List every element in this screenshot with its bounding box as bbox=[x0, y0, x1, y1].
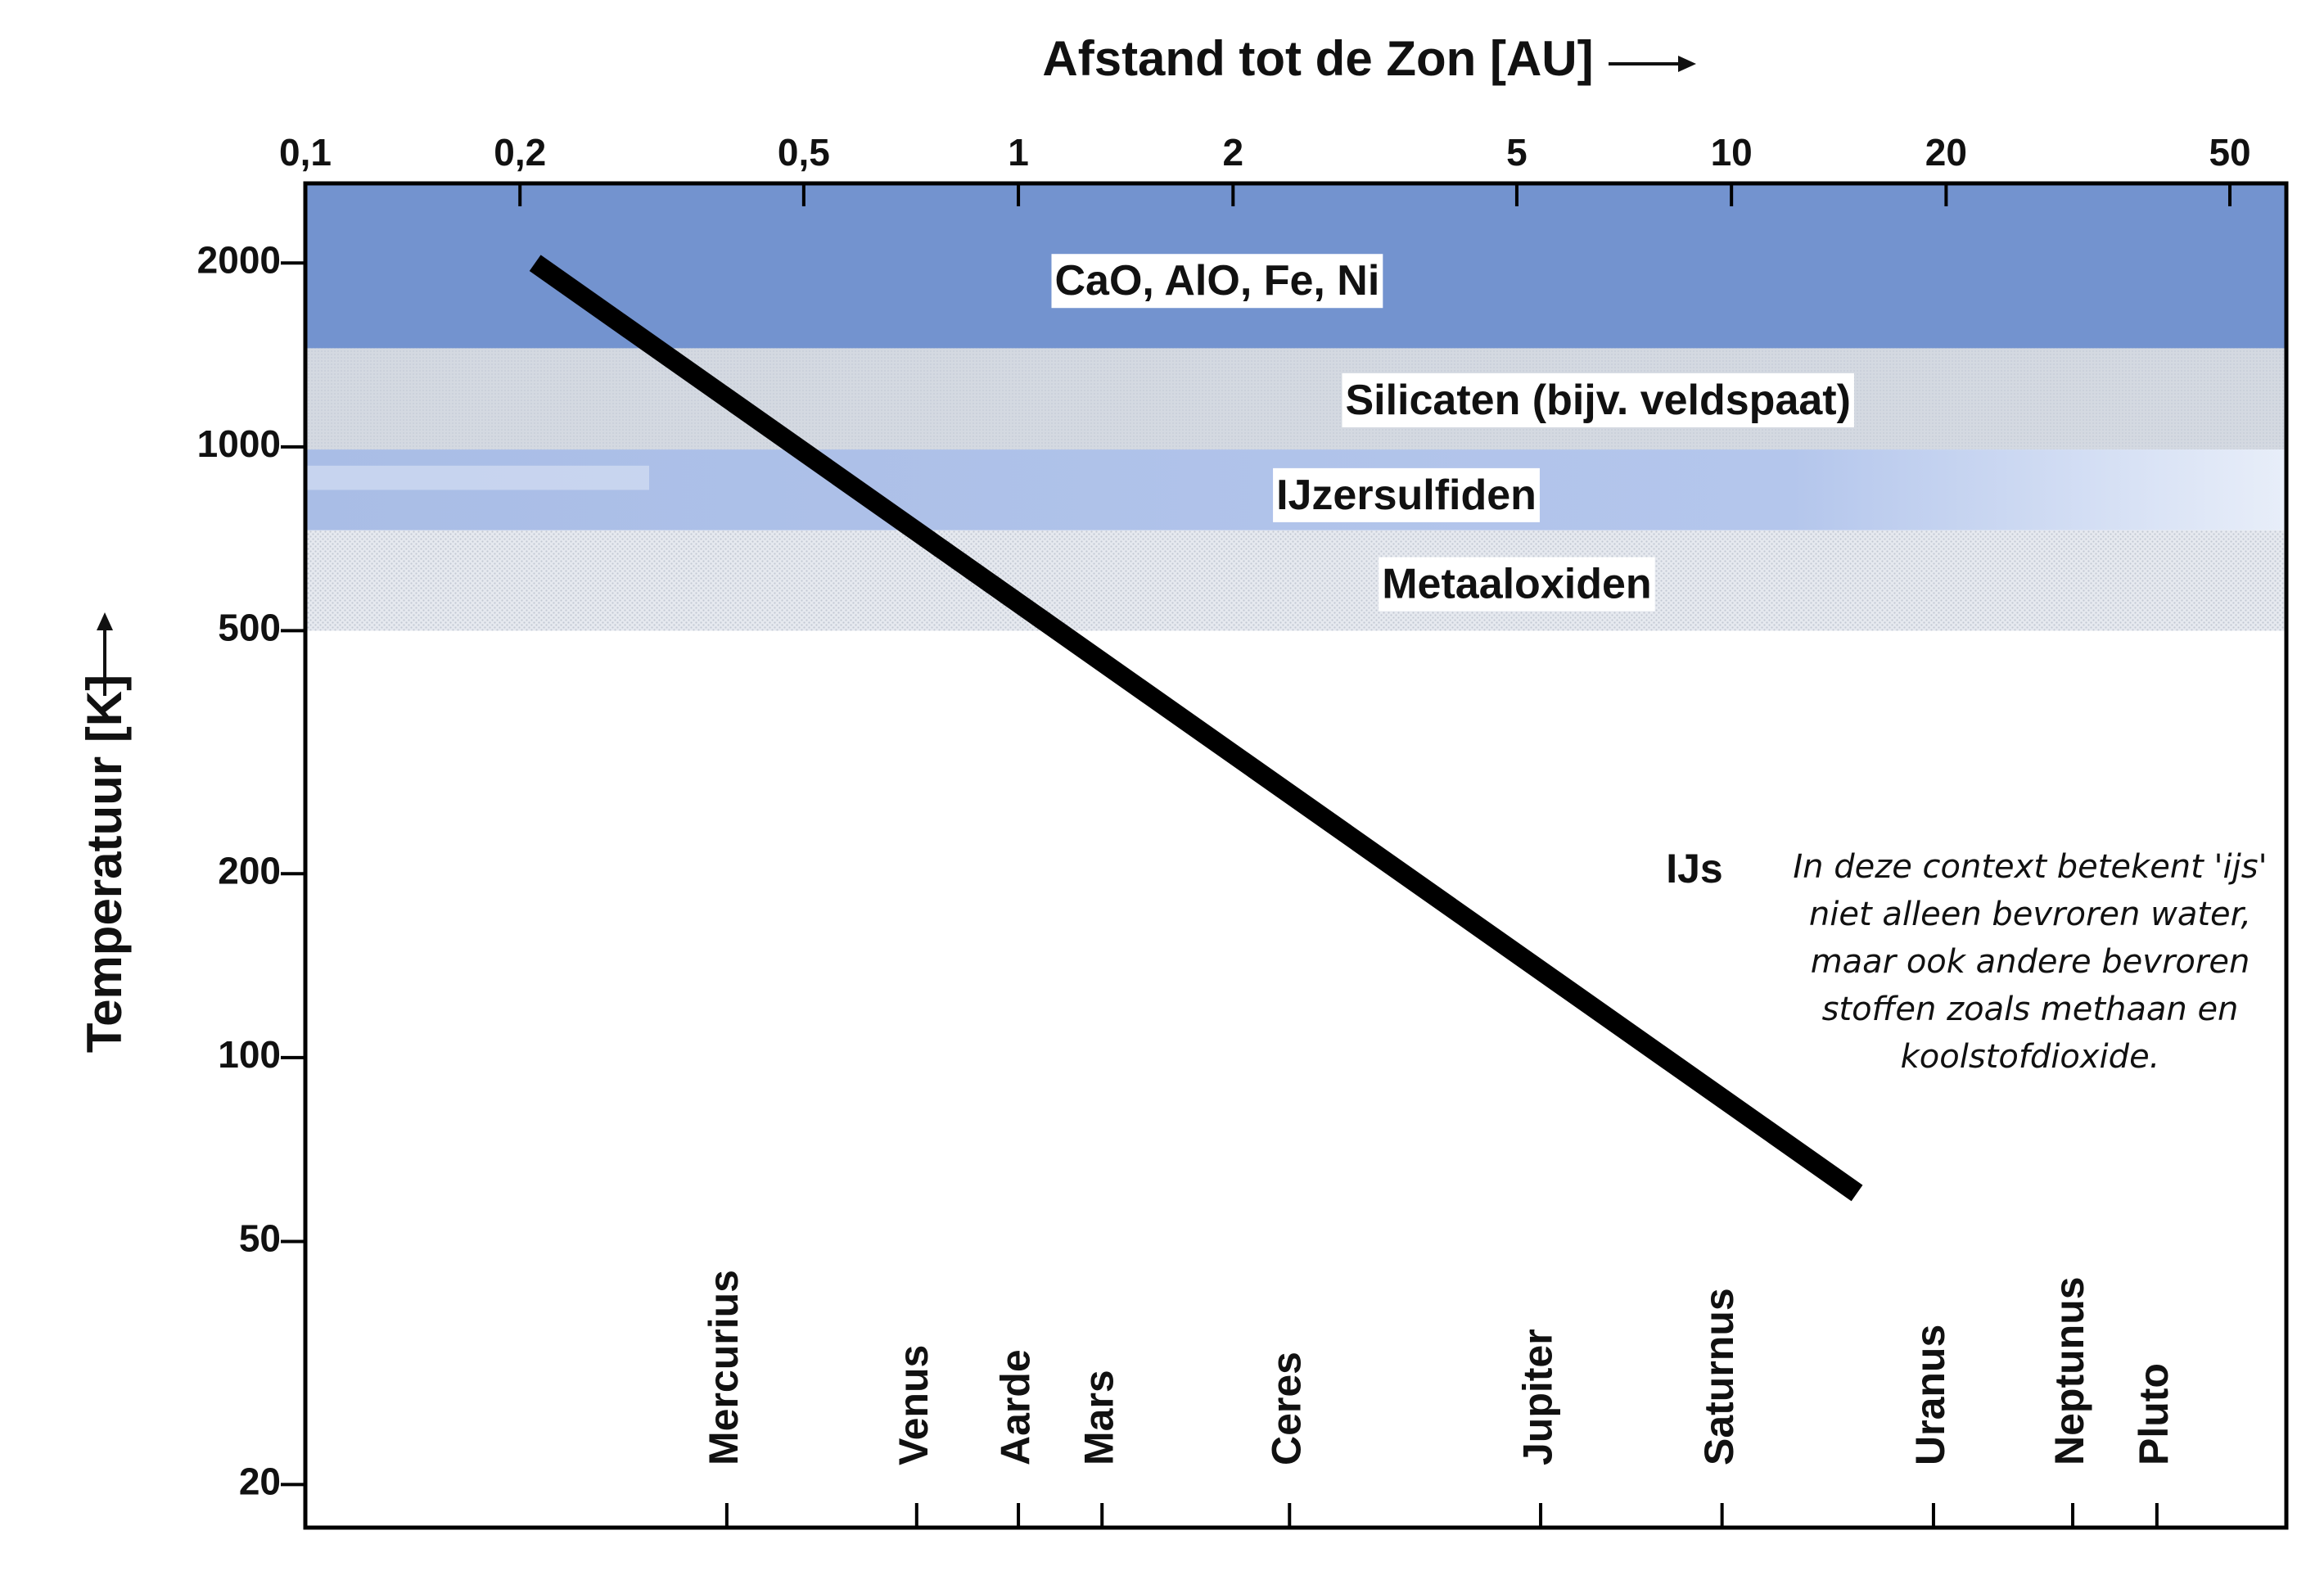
planet-label-ceres: Ceres bbox=[1263, 1352, 1309, 1465]
x-tick-label: 0,5 bbox=[778, 131, 830, 174]
planet-label-saturnus: Saturnus bbox=[1696, 1288, 1742, 1465]
planet-label-aarde: Aarde bbox=[992, 1349, 1038, 1465]
y-tick-label: 2000 bbox=[197, 238, 281, 281]
y-axis-title: Temperatuur [K] bbox=[77, 675, 132, 1053]
ice-label: IJs bbox=[1666, 846, 1723, 892]
x-tick-label: 2 bbox=[1223, 131, 1244, 174]
x-tick-label: 50 bbox=[2209, 131, 2250, 174]
band-highlight bbox=[305, 465, 649, 490]
x-tick-label: 1 bbox=[1008, 131, 1029, 174]
band-label-bg-1 bbox=[1342, 372, 1854, 427]
x-tick-label: 20 bbox=[1925, 131, 1967, 174]
planet-label-neptunus: Neptunus bbox=[2046, 1276, 2092, 1465]
band-3 bbox=[305, 530, 2286, 631]
planet-markers: Mercurius Venus Aarde Mars Ceres Jupiter Satur… bbox=[701, 1270, 2177, 1528]
x-tick-label: 0,1 bbox=[279, 131, 332, 174]
planet-label-pluto: Pluto bbox=[2131, 1363, 2177, 1465]
temperature-line bbox=[529, 255, 1863, 1202]
band-1 bbox=[305, 348, 2286, 450]
y-tick-label: 500 bbox=[218, 607, 281, 649]
planet-label-mars: Mars bbox=[1076, 1370, 1121, 1465]
y-axis-arrow bbox=[97, 612, 113, 696]
band-label-bg-2 bbox=[1273, 467, 1540, 522]
band-label-2: IJzersulfiden bbox=[1276, 472, 1537, 519]
condensation-bands bbox=[305, 183, 2286, 631]
temperature-line-path bbox=[529, 255, 1863, 1202]
ice-note-line: maar ook andere bevroren bbox=[1811, 943, 2250, 981]
x-axis-title: Afstand tot de Zon [AU] bbox=[1042, 31, 1593, 86]
x-tick-label: 5 bbox=[1506, 131, 1528, 174]
ice-note: In deze context betekent 'ijs' niet allee… bbox=[1793, 848, 2267, 1076]
y-tick-label: 200 bbox=[218, 849, 281, 892]
y-tick-label: 50 bbox=[239, 1217, 281, 1260]
y-tick-label: 100 bbox=[218, 1033, 281, 1076]
ice-note-line: koolstofdioxide. bbox=[1901, 1038, 2160, 1076]
x-tick-label: 10 bbox=[1711, 131, 1753, 174]
y-axis-ticks: 2000 1000 500 200 100 50 20 bbox=[197, 238, 305, 1502]
band-label-1: Silicaten (bijv. veldspaat) bbox=[1345, 377, 1850, 424]
ice-note-line: niet alleen bevroren water, bbox=[1809, 896, 2251, 933]
planet-label-mercurius: Mercurius bbox=[701, 1270, 747, 1465]
y-tick-label: 1000 bbox=[197, 422, 281, 465]
ice-note-line: In deze context betekent 'ijs' bbox=[1793, 848, 2267, 886]
plot-frame bbox=[303, 181, 2289, 1530]
band-label-3: Metaaloxiden bbox=[1382, 561, 1651, 608]
planet-label-uranus: Uranus bbox=[1907, 1325, 1953, 1465]
band-label-bg-3 bbox=[1379, 557, 1655, 612]
x-axis-arrow bbox=[1609, 56, 1696, 72]
y-tick-label: 20 bbox=[239, 1460, 281, 1502]
band-labels: CaO, AlO, Fe, Ni Silicaten (bijv. veldspa… bbox=[1051, 254, 1854, 612]
band-label-bg-0 bbox=[1051, 254, 1383, 309]
ice-note-line: stoffen zoals methaan en bbox=[1822, 991, 2239, 1028]
planet-label-jupiter: Jupiter bbox=[1514, 1329, 1560, 1465]
y-axis-title-group: Temperatuur [K] bbox=[77, 675, 132, 1053]
x-axis-ticks: 0,1 0,2 0,5 1 2 5 10 20 50 bbox=[279, 131, 2251, 206]
planet-label-venus: Venus bbox=[891, 1345, 936, 1465]
band-label-0: CaO, AlO, Fe, Ni bbox=[1054, 257, 1379, 305]
x-tick-label: 0,2 bbox=[494, 131, 546, 174]
